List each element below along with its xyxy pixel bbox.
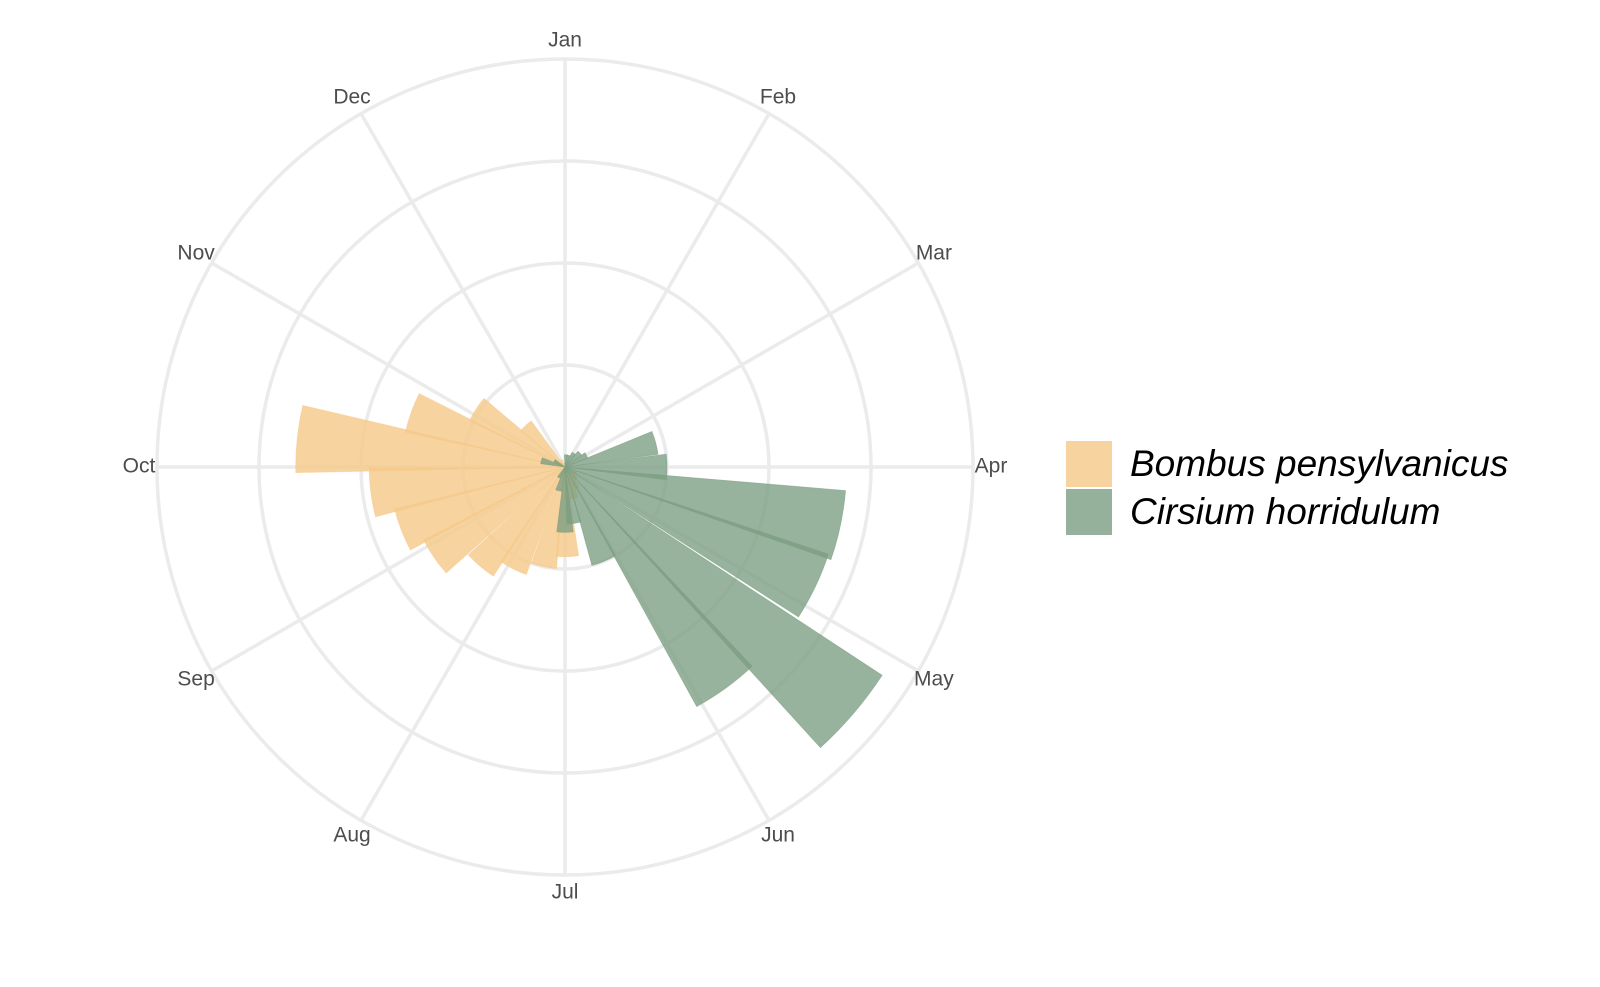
bar-cirsium-14 [556,466,574,533]
bar-cirsium-6 [564,430,659,468]
bar-bombus-6 [530,466,566,570]
month-label-oct: Oct [123,455,156,478]
gridline-spoke-dec [359,112,567,468]
month-label-apr: Apr [975,455,1008,478]
bar-cirsium-16 [557,466,566,479]
month-label-feb: Feb [760,86,796,109]
legend-swatch-cirsium [1066,489,1112,535]
bar-bombus-14 [468,397,566,468]
bar-cirsium-10 [564,466,883,749]
legend-item-bombus: Bombus pensylvanicus [1066,440,1508,488]
gridline-spoke-mar [564,261,920,469]
legend-label-bombus: Bombus pensylvanicus [1130,443,1509,484]
month-label-jan: Jan [548,29,582,52]
month-label-nov: Nov [177,242,215,265]
legend-swatch-bombus [1066,441,1112,487]
legend-item-cirsium: Cirsium horridulum [1066,488,1508,536]
bar-bombus-12 [295,405,566,474]
bar-cirsium-18 [553,459,566,468]
bar-cirsium-12 [564,466,617,566]
month-label-sep: Sep [177,668,214,691]
bar-cirsium-9 [564,466,829,618]
bar-bombus-15 [520,420,566,468]
month-label-aug: Aug [333,823,370,846]
month-label-jul: Jul [552,881,579,904]
legend-label-cirsium: Cirsium horridulum [1130,491,1441,532]
legend: Bombus pensylvanicus Cirsium horridulum [1066,440,1508,536]
bar-cirsium-11 [564,466,753,708]
month-label-dec: Dec [333,86,370,109]
gridline-spoke-feb [563,112,771,468]
month-label-mar: Mar [916,242,952,265]
bar-bombus-13 [405,393,566,468]
month-label-jun: Jun [761,823,795,846]
month-label-may: May [914,668,954,691]
bar-bombus-8 [467,466,566,577]
